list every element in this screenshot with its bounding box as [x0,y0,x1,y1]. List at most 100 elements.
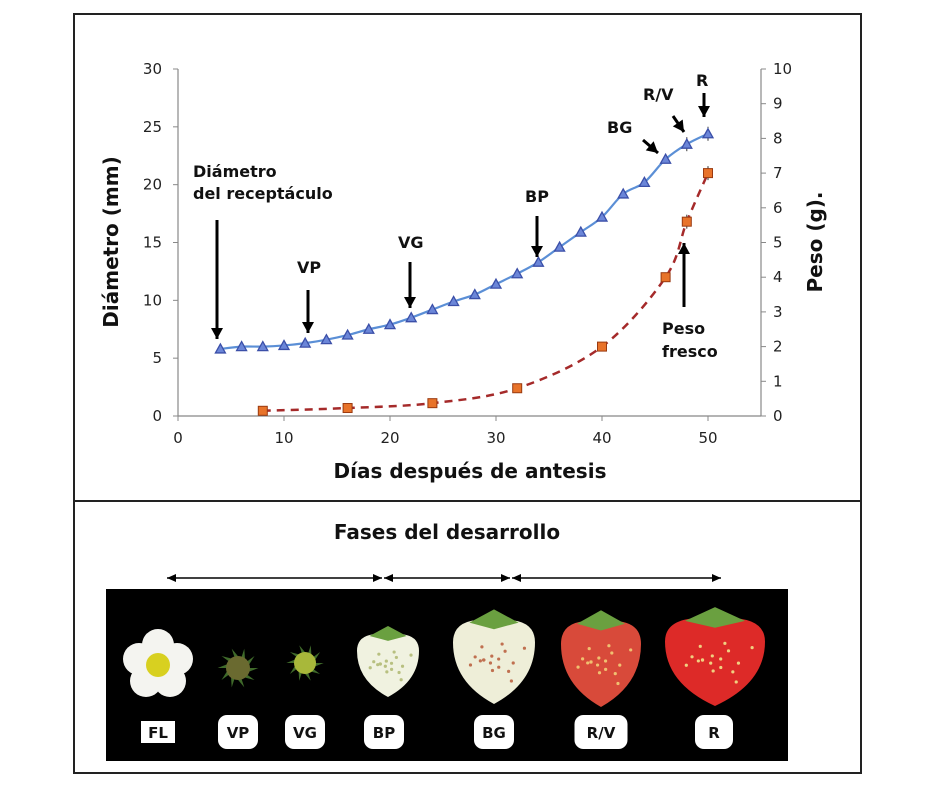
arrow-head [512,574,521,582]
phase-label-text: R/V [587,724,616,742]
seed [397,670,401,675]
arrow-head [678,243,690,254]
seed [719,657,723,661]
fruit-images [123,607,765,707]
y-tick-label: 20 [143,176,162,194]
arrow-head [167,574,176,582]
seed [616,681,620,686]
seed [734,680,738,684]
seed [507,669,511,673]
seed [709,661,713,665]
seed [480,645,484,649]
arrow-head [712,574,721,582]
phases-frame [73,500,862,774]
phase-label-box [141,721,175,743]
seed [581,657,585,661]
bud-center [226,656,250,680]
phase-label-r-v: R/V [574,715,628,749]
phase-label-box [218,715,258,749]
series-layer [214,126,715,416]
weight-point [257,405,268,416]
y-axis-label: Diámetro (mm) [99,156,123,327]
annotation-bp: BP [525,187,549,206]
seed [490,654,494,658]
arrow-head [672,119,684,132]
annotation-diameter: Diámetro [193,162,277,181]
diameter-point [680,137,693,149]
diameter-point [468,288,481,300]
y2-tick-label: 7 [773,164,783,182]
seed [385,670,389,674]
phase-label-text: FL [148,724,168,742]
weight-point [681,216,692,227]
seed [711,669,715,673]
annotation-peso: Peso [662,319,705,338]
phase-arrows [167,574,721,582]
x-axis-label: Días después de antesis [334,459,607,483]
diameter-point [214,342,227,354]
diameter-point [489,277,503,289]
diameter-point [574,225,587,237]
seed [597,671,602,675]
diameter-point [235,340,248,352]
seed [719,665,723,670]
seed [409,653,413,657]
phases-title: Fases del desarrollo [334,520,560,544]
seed [376,663,380,667]
seed [629,648,633,652]
seed [607,644,611,648]
sepal [238,668,255,680]
seed [522,646,527,650]
seed [478,659,482,663]
y2-tick-label: 4 [773,268,783,286]
seed [511,661,515,665]
seed [710,654,714,658]
phase-label-box [474,715,514,749]
weight-point [703,168,713,179]
y2-tick-label: 9 [773,95,783,113]
phase-label-box [364,715,404,749]
diameter-point [638,176,651,188]
y2-tick-label: 2 [773,338,783,356]
seed [698,644,702,648]
seed [589,660,593,664]
diameter-point [447,295,460,307]
y2-tick-label: 0 [773,407,783,425]
weight-series-line [262,172,710,413]
phase-label-box [574,715,628,749]
seed [497,657,501,661]
phase-label-vp: VP [218,715,258,749]
y-tick-label: 10 [143,291,162,309]
phase-label-box [695,715,733,749]
seed [610,651,614,655]
y2-tick-label: 5 [773,234,783,252]
diameter-point [617,187,630,199]
seed [383,664,387,668]
y-tick-label: 25 [143,118,162,136]
seed [372,660,376,664]
strawberry [665,617,765,706]
annotation-r: R [696,71,708,90]
phase-label-r: R [695,715,733,749]
seed [392,650,396,654]
x-tick-label: 30 [486,429,505,447]
y2-tick-label: 6 [773,199,783,217]
arrow-head [384,574,393,582]
bud-center [294,652,316,674]
y2-axis-label: Peso (g). [803,191,827,292]
seed [400,664,405,668]
phase-label-bg: BG [474,715,514,749]
weight-point [660,272,671,283]
y-tick-label: 5 [152,349,162,367]
x-tick-label: 20 [380,429,399,447]
phase-label-text: VP [227,724,250,742]
seed [731,670,735,674]
seed [690,655,694,659]
annotation-peso: fresco [662,342,718,361]
y-tick-label: 0 [152,407,162,425]
diameter-point [659,152,672,164]
seed [700,658,705,662]
phase-label-fl: FL [141,721,175,743]
seed [490,668,495,673]
seed [723,641,727,645]
